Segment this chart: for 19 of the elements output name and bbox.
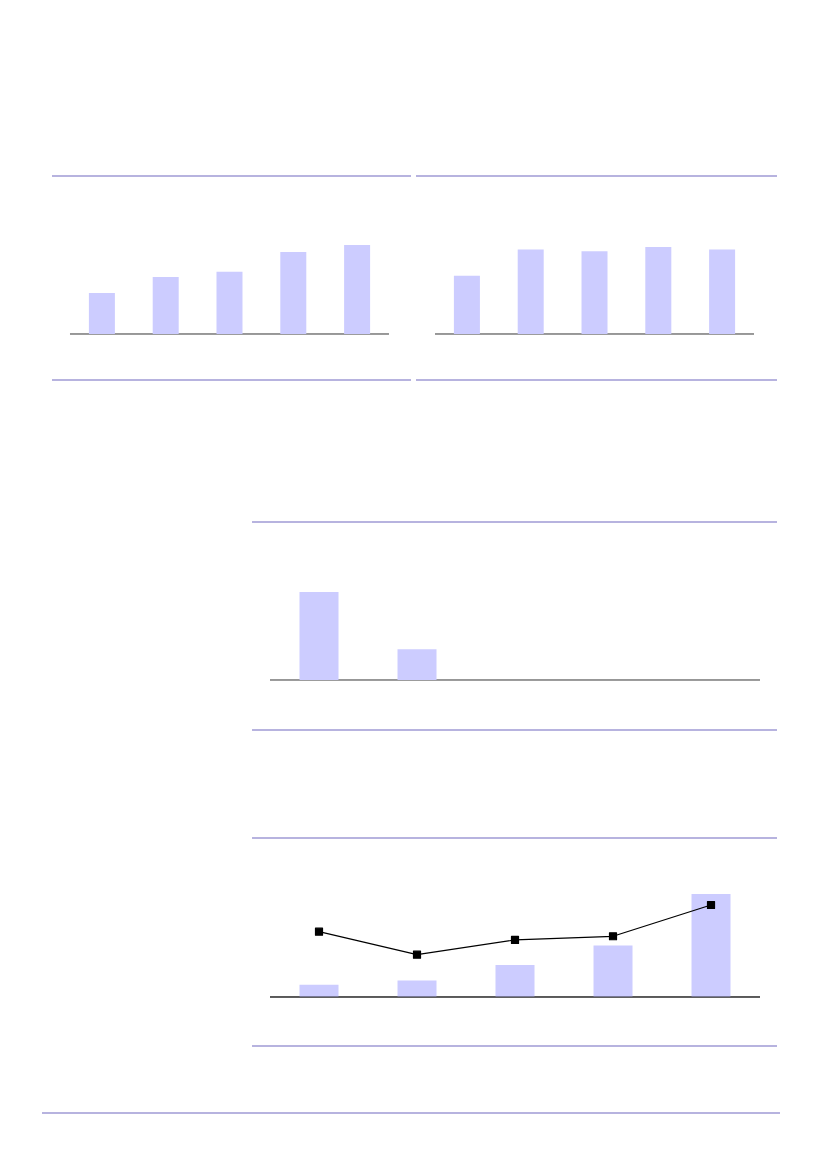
bar bbox=[581, 251, 608, 334]
bar bbox=[152, 277, 179, 334]
bar bbox=[453, 275, 480, 334]
bar bbox=[88, 293, 115, 334]
bar bbox=[495, 965, 535, 997]
bar bbox=[691, 893, 731, 997]
point bbox=[510, 935, 520, 945]
point bbox=[412, 950, 422, 959]
bar bbox=[216, 271, 243, 334]
bar bbox=[645, 246, 672, 334]
point bbox=[608, 932, 618, 941]
bar bbox=[593, 945, 633, 997]
point bbox=[314, 927, 324, 936]
bar bbox=[397, 980, 437, 997]
bar bbox=[344, 244, 371, 334]
bar bbox=[517, 249, 544, 334]
bar bbox=[709, 249, 736, 334]
bar bbox=[280, 252, 307, 334]
point bbox=[706, 900, 716, 910]
